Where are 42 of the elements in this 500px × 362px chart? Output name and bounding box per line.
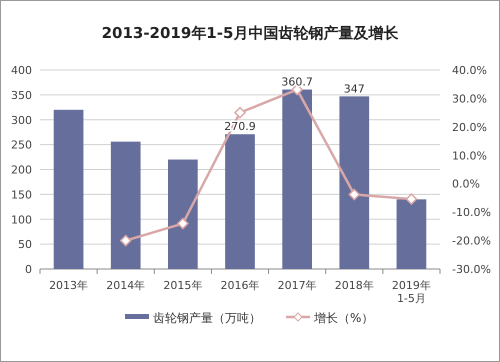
- point: [177, 218, 189, 230]
- x-tick-label: 2013年: [49, 279, 88, 292]
- legend-label: 增长（%）: [313, 311, 374, 325]
- y2-tick-label: -30.0%: [452, 263, 491, 276]
- y2-tick-label: -10.0%: [452, 206, 491, 220]
- point: [120, 234, 132, 246]
- point: [406, 193, 418, 205]
- y-tick-label: 350: [11, 88, 32, 102]
- y-tick-label: 400: [11, 64, 32, 77]
- bar: [396, 199, 426, 269]
- chart-title: 2013-2019年1-5月中国齿轮钢产量及增长: [102, 24, 400, 42]
- y-tick-label: 50: [18, 238, 32, 252]
- y2-tick-label: 0.0%: [452, 178, 480, 191]
- x-tick-label: 2019年 1-5月: [392, 279, 431, 306]
- bar: [282, 90, 312, 269]
- data-label: 347: [344, 82, 365, 96]
- x-tick-label: 2016年: [220, 279, 260, 292]
- y-tick-label: 250: [11, 138, 32, 152]
- y-tick-label: 150: [11, 188, 32, 202]
- x-tick-label: 2018年: [334, 279, 374, 292]
- bar: [54, 110, 84, 269]
- y-tick-label: 200: [11, 164, 32, 176]
- y-tick-label: 0: [25, 263, 32, 276]
- legend-label: 齿轮钢产量（万吨）: [153, 311, 261, 325]
- y2-tick-label: 10.0%: [452, 149, 487, 162]
- y2-tick-label: 20.0%: [452, 120, 487, 134]
- y-tick-label: 100: [11, 213, 32, 226]
- y2-tick-label: 40.0%: [452, 64, 487, 77]
- bar: [225, 134, 255, 269]
- data-label: 360.7: [281, 76, 313, 89]
- y-tick-label: 300: [11, 114, 32, 127]
- point: [348, 188, 360, 200]
- x-tick-label: 2017年: [278, 279, 317, 292]
- bar: [110, 142, 141, 269]
- y2-tick-label: 30.0%: [452, 92, 487, 106]
- bar: [168, 160, 198, 269]
- x-tick-label: 2015年: [163, 279, 202, 292]
- bar: [339, 96, 370, 269]
- x-tick-label: 2014年: [106, 279, 146, 292]
- data-label: 270.9: [224, 120, 256, 134]
- y2-tick-label: -20.0%: [452, 234, 491, 248]
- point: [234, 106, 246, 118]
